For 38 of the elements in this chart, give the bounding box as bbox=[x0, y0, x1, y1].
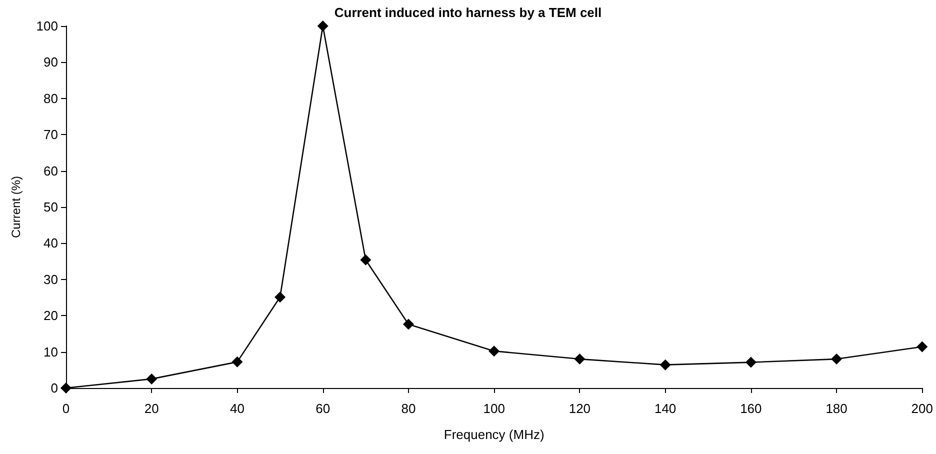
x-tick-label: 0 bbox=[62, 401, 70, 416]
point bbox=[574, 354, 586, 365]
point bbox=[660, 359, 671, 370]
x-tick-label: 40 bbox=[230, 401, 244, 416]
x-tick-label: 160 bbox=[740, 401, 762, 416]
y-axis-title: Current (%) bbox=[9, 176, 23, 238]
point bbox=[360, 254, 372, 266]
x-tick-label: 100 bbox=[483, 401, 505, 416]
y-tick-label: 40 bbox=[44, 236, 58, 251]
y-tick-label: 0 bbox=[50, 380, 58, 396]
y-tick-label: 10 bbox=[44, 344, 58, 360]
y-tick-label: 90 bbox=[44, 54, 58, 70]
y-tick-label: 20 bbox=[44, 308, 58, 324]
point bbox=[831, 354, 842, 365]
y-tick-label: 100 bbox=[36, 18, 58, 34]
x-tick-label: 200 bbox=[911, 401, 934, 416]
y-tick-label: 50 bbox=[44, 200, 58, 214]
point bbox=[488, 346, 500, 357]
y-tick-label: 60 bbox=[44, 163, 58, 178]
x-tick-label: 180 bbox=[826, 401, 848, 416]
point bbox=[60, 382, 72, 394]
point bbox=[916, 341, 928, 352]
x-axis-title: Frequency (MHz) bbox=[444, 427, 544, 442]
point bbox=[402, 318, 414, 330]
y-tick-label: 80 bbox=[44, 90, 58, 106]
point bbox=[745, 356, 756, 368]
x-tick-label: 120 bbox=[568, 401, 591, 416]
point bbox=[317, 20, 328, 32]
x-tick-label: 60 bbox=[316, 401, 330, 416]
x-tick-label: 80 bbox=[401, 401, 416, 416]
y-tick-label: 70 bbox=[44, 127, 58, 142]
y-tick-label: 30 bbox=[44, 272, 58, 287]
chart-title: Current induced into harness by a TEM cell bbox=[334, 5, 602, 20]
x-tick-label: 140 bbox=[654, 401, 676, 416]
point bbox=[232, 356, 243, 368]
point bbox=[274, 292, 286, 303]
x-tick-label: 20 bbox=[144, 401, 159, 416]
point bbox=[146, 373, 158, 384]
